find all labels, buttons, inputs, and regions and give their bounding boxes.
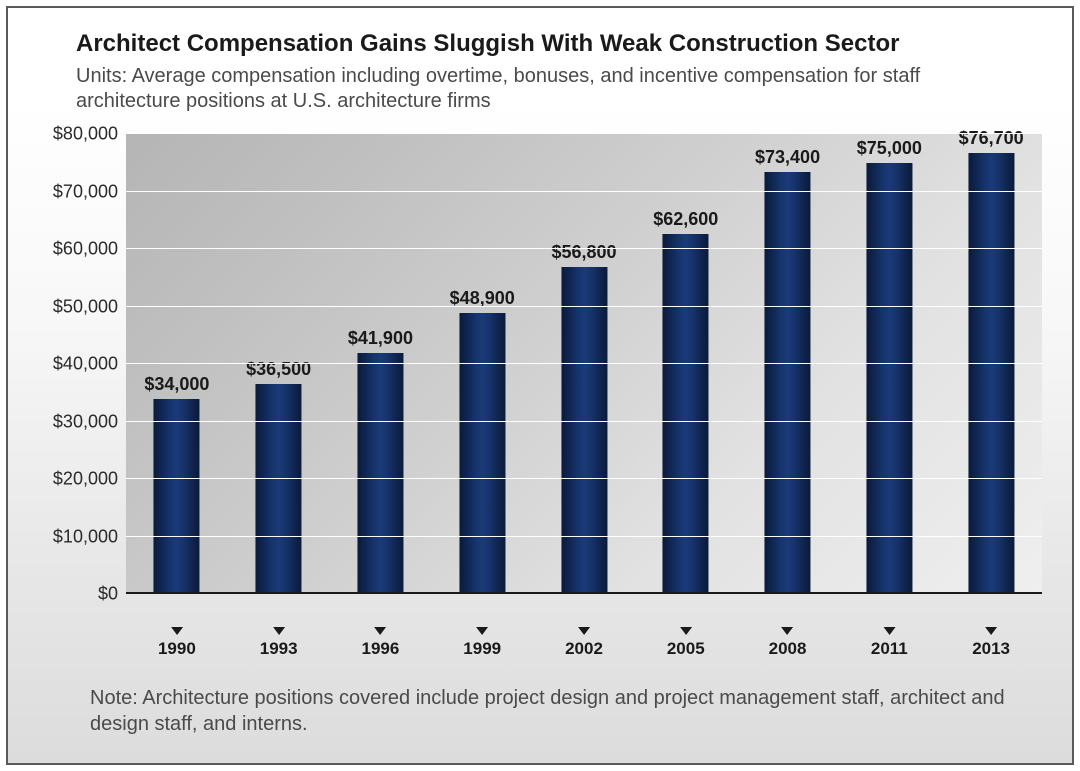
x-tick-label: 1993 (260, 639, 298, 659)
gridline (126, 133, 1042, 134)
y-tick-label: $70,000 (53, 181, 118, 202)
bar (256, 384, 302, 594)
y-tick-label: $20,000 (53, 469, 118, 490)
bar-value-label: $75,000 (857, 138, 922, 159)
x-tick-label: 2002 (565, 639, 603, 659)
x-tick: 2002 (565, 629, 603, 659)
bar (357, 353, 403, 594)
bar-value-label: $41,900 (348, 328, 413, 349)
bar (663, 234, 709, 594)
x-tick-marker-icon (171, 627, 183, 635)
x-tick-label: 1996 (362, 639, 400, 659)
x-tick-label: 2005 (667, 639, 705, 659)
chart-subtitle: Units: Average compensation including ov… (76, 64, 1022, 114)
bar-value-label: $73,400 (755, 147, 820, 168)
x-tick-label: 2008 (769, 639, 807, 659)
x-tick-marker-icon (578, 627, 590, 635)
bar (154, 399, 200, 595)
x-tick-label: 2011 (871, 639, 908, 659)
bar-group: $34,000 (144, 374, 209, 595)
y-tick-label: $30,000 (53, 411, 118, 432)
x-baseline (126, 592, 1042, 594)
x-tick-marker-icon (680, 627, 692, 635)
x-tick-label: 1990 (158, 639, 196, 659)
bar-group: $41,900 (348, 328, 413, 594)
chart-title: Architect Compensation Gains Sluggish Wi… (76, 30, 1042, 58)
x-tick-marker-icon (374, 627, 386, 635)
bar-group: $76,700 (959, 128, 1024, 594)
y-tick-label: $60,000 (53, 239, 118, 260)
x-tick-marker-icon (985, 627, 997, 635)
x-tick: 2013 (972, 629, 1010, 659)
gridline (126, 478, 1042, 479)
bar-group: $48,900 (450, 288, 515, 594)
x-tick-marker-icon (782, 627, 794, 635)
gridline (126, 191, 1042, 192)
bars-layer: $34,000 $36,500 $41,900 $48,900 $56,800 $62,6… (126, 134, 1042, 594)
bar (459, 313, 505, 594)
bar-group: $56,800 (551, 242, 616, 594)
x-tick-label: 1999 (463, 639, 501, 659)
bar (765, 172, 811, 594)
gridline (126, 536, 1042, 537)
x-tick: 1993 (260, 629, 298, 659)
y-tick-label: $0 (98, 584, 118, 605)
x-tick-marker-icon (273, 627, 285, 635)
x-tick: 1999 (463, 629, 501, 659)
bar-value-label: $34,000 (144, 374, 209, 395)
y-tick-label: $40,000 (53, 354, 118, 375)
y-tick-label: $50,000 (53, 296, 118, 317)
chart-frame: Architect Compensation Gains Sluggish Wi… (6, 6, 1074, 765)
y-axis: $0$10,000$20,000$30,000$40,000$50,000$60… (38, 134, 126, 594)
gridline (126, 363, 1042, 364)
bar (968, 153, 1014, 594)
bar-value-label: $76,700 (959, 128, 1024, 149)
bar-value-label: $62,600 (653, 209, 718, 230)
x-axis: 1990 1993 1996 1999 2002 2005 2008 2011 2013 (126, 629, 1042, 671)
x-tick-marker-icon (476, 627, 488, 635)
x-tick: 1990 (158, 629, 196, 659)
bar-group: $36,500 (246, 359, 311, 594)
gridline (126, 421, 1042, 422)
gridline (126, 248, 1042, 249)
chart-note: Note: Architecture positions covered inc… (90, 685, 1022, 737)
y-tick-label: $10,000 (53, 526, 118, 547)
x-tick: 2011 (871, 629, 908, 659)
x-tick: 2008 (769, 629, 807, 659)
bar (866, 163, 912, 594)
plot-area: $34,000 $36,500 $41,900 $48,900 $56,800 $62,6… (126, 134, 1042, 594)
x-tick-label: 2013 (972, 639, 1010, 659)
bar-group: $75,000 (857, 138, 922, 594)
x-tick: 1996 (362, 629, 400, 659)
bar (561, 267, 607, 594)
gridline (126, 306, 1042, 307)
bar-group: $73,400 (755, 147, 820, 594)
y-tick-label: $80,000 (53, 124, 118, 145)
chart-area: $0 $10,000 $20,000 $30,000 $40,000 $50,000 $60… (38, 134, 1042, 629)
bar-value-label: $56,800 (551, 242, 616, 263)
x-tick-marker-icon (883, 627, 895, 635)
x-tick: 2005 (667, 629, 705, 659)
